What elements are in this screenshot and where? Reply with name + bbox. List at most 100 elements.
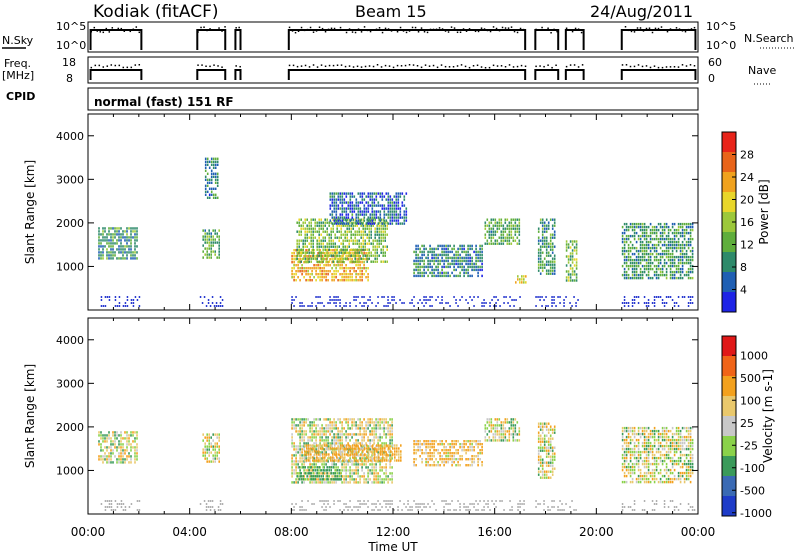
nave-point (130, 66, 133, 69)
velocity-data (98, 418, 696, 511)
nsky-point (339, 26, 342, 29)
nave-point (480, 66, 483, 68)
nsky-point (405, 31, 408, 34)
nsky-tick-top: 10^5 (56, 20, 86, 33)
nsky-point (621, 29, 624, 31)
nsky-point (384, 27, 387, 30)
nsky-trace (89, 26, 697, 50)
nave-point (336, 64, 339, 66)
nave-point (649, 66, 652, 69)
data-block-11 (621, 222, 694, 280)
nsky-point (105, 27, 108, 30)
ground-scatter (100, 296, 694, 307)
nave-point (292, 64, 295, 67)
data-block-5 (413, 440, 483, 467)
nsky-point (126, 29, 129, 31)
nave-point (476, 64, 479, 67)
nave-point (484, 66, 487, 69)
nsky-point (99, 31, 102, 33)
freq-segment (234, 69, 242, 80)
nsky-point (678, 28, 681, 30)
freq-panel: Freq. [MHz] 18 8 60 0 Nave (2, 56, 776, 85)
nsky-point (498, 29, 501, 32)
colorbar-tick-label: 25 (740, 417, 754, 430)
nave-point (539, 65, 541, 67)
nsky-segment (534, 29, 560, 50)
nave-point (239, 65, 241, 68)
nsky-point (438, 27, 441, 29)
nsky-point (447, 31, 450, 33)
nave-point (543, 65, 545, 68)
x-tick-label: 16:00 (477, 525, 512, 539)
nsky-point (465, 30, 468, 32)
nsky-point (660, 26, 663, 28)
nave-point (440, 64, 443, 66)
nsky-label: N.Sky (2, 34, 34, 47)
colorbar-segment (722, 212, 736, 232)
colorbar-segment (722, 416, 736, 436)
data-block-1 (202, 433, 220, 463)
nsky-point (654, 27, 657, 30)
nave-point (138, 64, 141, 66)
x-tick-label: 00:00 (71, 525, 106, 539)
nsky-point (651, 31, 654, 34)
data-block-1 (202, 229, 220, 259)
nave-point (492, 64, 495, 67)
colorbar-segment (722, 436, 736, 456)
nave-point (424, 64, 427, 66)
velocity-colorbar: 1000 500 100 25 -25 -100 -500 -1000 (721, 335, 772, 520)
colorbar-tick-label: 12 (740, 239, 754, 252)
nave-point (308, 66, 311, 68)
colorbar-segment (722, 192, 736, 212)
nsky-point (516, 31, 519, 34)
nsky-point (375, 28, 378, 31)
nave-point (376, 64, 379, 66)
nave-point (400, 65, 403, 67)
power-panel: 1000 2000 3000 4000 Slant Range [km] 4 8 12 16… (23, 113, 771, 313)
nsky-point (492, 26, 495, 28)
data-block-3 (304, 444, 402, 462)
y-tick-label: 1000 (56, 260, 84, 273)
colorbar-segment (722, 496, 736, 516)
nsky-point (96, 30, 99, 32)
nave-point (213, 64, 215, 66)
nsky-point (123, 30, 126, 32)
nsky-point (138, 31, 141, 34)
nsky-segment (287, 29, 527, 50)
nave-point (320, 64, 323, 66)
nsky-point (633, 31, 636, 33)
nave-point (569, 64, 572, 66)
date-title: 24/Aug/2011 (590, 2, 693, 21)
nave-point (114, 64, 117, 67)
nsky-point (519, 27, 522, 30)
nave-point (416, 65, 419, 67)
nave-point (657, 66, 660, 69)
nave-point (312, 64, 315, 66)
colorbar-segment (722, 172, 736, 192)
nsky-point (432, 28, 435, 31)
colorbar-segment (722, 456, 736, 476)
colorbar-segment (722, 232, 736, 252)
nsky-point (108, 31, 111, 33)
nsky-point (441, 28, 444, 30)
nsky-point (429, 28, 432, 31)
nsky-point (324, 30, 327, 33)
nave-point (205, 65, 207, 67)
nsky-point (209, 28, 211, 30)
nsky-point (366, 29, 369, 32)
nave-point (565, 65, 568, 68)
nsky-point (486, 29, 489, 32)
nsky-point (507, 27, 510, 29)
nsky-point (297, 30, 300, 32)
nsky-point (435, 28, 438, 31)
colorbar-segment (722, 272, 736, 292)
velocity-ylabel: Slant Range [km] (23, 364, 37, 468)
nave-point (573, 64, 576, 66)
nave-point (392, 66, 395, 69)
colorbar-segment (722, 132, 736, 152)
nsky-point (288, 26, 291, 29)
nsky-point (571, 30, 574, 33)
data-block-4 (296, 466, 342, 481)
nave-point (464, 65, 467, 68)
cpid-label: CPID (6, 90, 35, 103)
